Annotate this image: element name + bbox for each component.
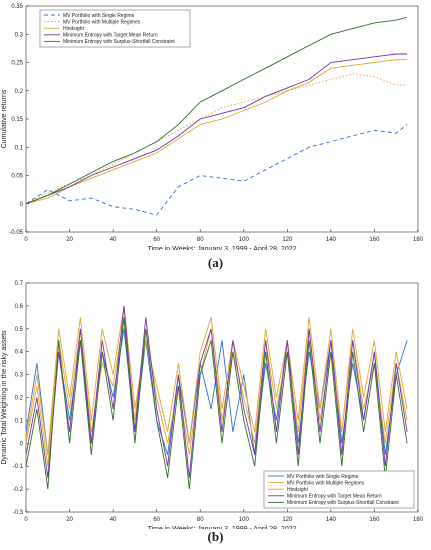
y-tick-label: 0.5 [15,327,24,333]
series-line-me-surplus [25,16,408,205]
series-line-mv-single [25,124,408,216]
x-tick-label: 60 [153,237,160,243]
y-tick-label: -0.3 [13,510,24,516]
legend-label: MV Portfolio with Single Regime [287,474,359,480]
x-tick-label: 60 [153,517,160,523]
series-line-hindsight [25,305,408,455]
y-tick-label: 0.1 [15,418,24,424]
x-tick-label: 180 [413,517,424,523]
series-line-me-surplus [25,317,408,490]
x-tick-label: 0 [24,237,28,243]
y-tick-label: -0.05 [9,230,23,236]
y-axis-label: Dynamic Total Weighting in the risky ass… [1,330,8,465]
x-tick-label: 180 [413,237,424,243]
x-tick-label: 80 [197,237,204,243]
x-tick-label: 80 [197,517,204,523]
legend-label: MV Portfolio with Multiple Regimes [287,480,365,486]
x-tick-label: 100 [239,517,250,523]
y-tick-label: 0.7 [15,281,24,287]
x-tick-label: 120 [282,237,293,243]
y-tick-label: 0.1 [15,145,24,151]
legend-label: Minimum Entropy with Target Mean Return [63,33,158,39]
y-tick-label: 0.4 [15,350,24,356]
caption-b: (b) [207,529,224,544]
legend-label: Minimum Entropy with Surplus-Shortfall C… [287,500,399,506]
series-line-hindsight [25,59,408,205]
x-tick-label: 160 [369,237,380,243]
y-tick-label: 0 [20,202,24,208]
y-tick-label: 0.2 [15,89,24,95]
y-tick-label: 0.6 [15,304,24,310]
x-axis-label: Time in Weeks: January 3, 1999 - April 2… [147,246,296,250]
y-tick-label: 0.2 [15,396,24,402]
legend-box [263,470,415,509]
risky-weighting-chart: 0 20 40 60 80 100 120 140 160 180 -0.3 -0.2 -0.1 0 0.1… [1,281,424,533]
x-tick-label: 0 [24,517,28,523]
legend-box [39,9,191,48]
y-tick-label: 0.25 [11,61,23,67]
x-tick-label: 120 [282,517,293,523]
caption-a: (a) [207,255,224,270]
series-line-me-target [25,305,408,478]
x-tick-label: 140 [326,517,337,523]
chart-panel-a: 0 20 40 60 80 100 120 140 160 180 -0.05 0 0.05 0.1 0.1… [1,4,424,253]
x-tick-label: 40 [110,517,117,523]
x-tick-label: 140 [326,237,337,243]
x-tick-label: 160 [369,517,380,523]
x-tick-label: 20 [66,517,73,523]
legend-label: Minimum Entropy with Target Mean Return [287,494,382,500]
y-tick-label: 0 [20,441,24,447]
legend-label: Minimum Entropy with Surplus-Shortfall C… [63,39,175,45]
y-tick-label: 0.35 [11,4,23,10]
x-tick-label: 100 [239,237,250,243]
y-axis-label: Cumulative returns [1,89,8,148]
legend-label: Hindsight [287,487,308,493]
y-tick-label: 0.05 [11,174,23,180]
x-tick-label: 20 [66,237,73,243]
y-tick-label: 0.15 [11,117,23,123]
x-tick-label: 40 [110,237,117,243]
legend-label: MV Portfolio with Multiple Regimes [63,19,141,25]
y-tick-label: -0.2 [13,487,24,493]
y-tick-label: 0.3 [15,373,24,379]
cumulative-returns-chart: 0 20 40 60 80 100 120 140 160 180-0.0500.050.10.1… [1,4,424,253]
legend-label: Hindsight [63,26,84,32]
legend-label: MV Portfolio with Single Regime [63,13,135,19]
series-line-me-target [25,53,408,205]
y-tick-label: 0.3 [15,32,24,38]
chart-panel-b: 0 20 40 60 80 100 120 140 160 180 -0.3 -0.2 -0.1 0 0.1… [0,275,431,550]
y-tick-label: -0.1 [13,464,24,470]
